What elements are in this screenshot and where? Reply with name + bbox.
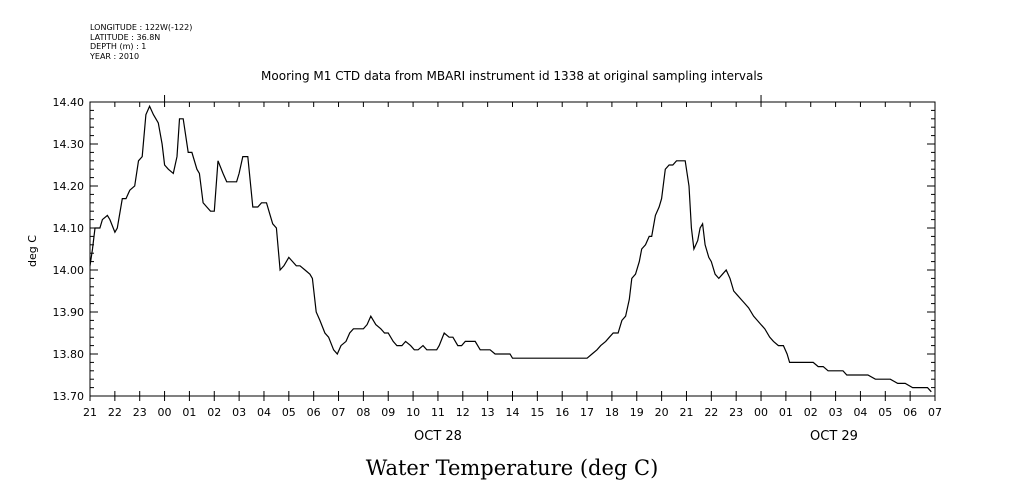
date-label-oct29: OCT 29: [810, 429, 858, 444]
y-tick-label: 14.30: [53, 138, 85, 151]
x-tick-label: 23: [729, 406, 743, 419]
x-tick-label: 12: [456, 406, 470, 419]
plot-frame: [89, 101, 936, 397]
year-text: YEAR : 2010: [89, 52, 139, 61]
depth-text: DEPTH (m) : 1: [90, 42, 146, 51]
longitude-text: LONGITUDE : 122W(-122): [90, 23, 192, 32]
x-tick-label: 23: [133, 406, 147, 419]
x-tick-label: 19: [630, 406, 644, 419]
x-tick-label: 21: [679, 406, 693, 419]
x-tick-label: 00: [754, 406, 768, 419]
x-tick-label: 02: [804, 406, 818, 419]
x-tick-label: 07: [332, 406, 346, 419]
x-tick-label: 14: [506, 406, 520, 419]
x-tick-label: 00: [158, 406, 172, 419]
y-tick-label: 14.20: [53, 180, 85, 193]
x-tick-label: 16: [555, 406, 569, 419]
x-tick-label: 15: [530, 406, 544, 419]
x-tick-label: 03: [232, 406, 246, 419]
y-tick-label: 13.90: [53, 306, 85, 319]
x-tick-label: 02: [207, 406, 221, 419]
x-tick-label: 22: [704, 406, 718, 419]
y-tick-label: 14.40: [53, 96, 85, 109]
latitude-text: LATITUDE : 36.8N: [90, 33, 160, 42]
x-tick-label: 21: [83, 406, 97, 419]
y-tick-label: 14.10: [53, 222, 85, 235]
x-tick-label: 08: [356, 406, 370, 419]
y-tick-label: 13.80: [53, 348, 85, 361]
x-tick-label: 05: [878, 406, 892, 419]
x-tick-label: 01: [779, 406, 793, 419]
x-tick-label: 06: [307, 406, 321, 419]
x-tick-label: 18: [605, 406, 619, 419]
x-tick-label: 10: [406, 406, 420, 419]
x-tick-label: 17: [580, 406, 594, 419]
x-tick-label: 22: [108, 406, 122, 419]
x-tick-label: 04: [853, 406, 867, 419]
x-tick-label: 11: [431, 406, 445, 419]
temperature-series-line: [89, 104, 932, 393]
x-tick-label: 20: [655, 406, 669, 419]
x-tick-label: 13: [481, 406, 495, 419]
y-tick-label: 14.00: [53, 264, 85, 277]
x-tick-label: 01: [182, 406, 196, 419]
date-label-oct28: OCT 28: [414, 429, 462, 444]
x-tick-label: 07: [928, 406, 942, 419]
y-axis-label: deg C: [26, 235, 39, 267]
x-tick-label: 05: [282, 406, 296, 419]
x-tick-label: 09: [381, 406, 395, 419]
x-tick-label: 03: [829, 406, 843, 419]
x-tick-label: 06: [903, 406, 917, 419]
chart-title: Mooring M1 CTD data from MBARI instrumen…: [261, 69, 763, 83]
x-tick-label: 04: [257, 406, 271, 419]
y-axis: 13.70 13.80 13.90 14.00 14.10 14.20 14.30 14.40: [53, 96, 935, 403]
x-axis-title: Water Temperature (deg C): [366, 456, 659, 480]
y-tick-label: 13.70: [53, 390, 85, 403]
x-axis: 21 22 23 00 01 02 03 04 05 06 07 08 09 10 11 12 13 14 15 16…: [83, 95, 942, 419]
